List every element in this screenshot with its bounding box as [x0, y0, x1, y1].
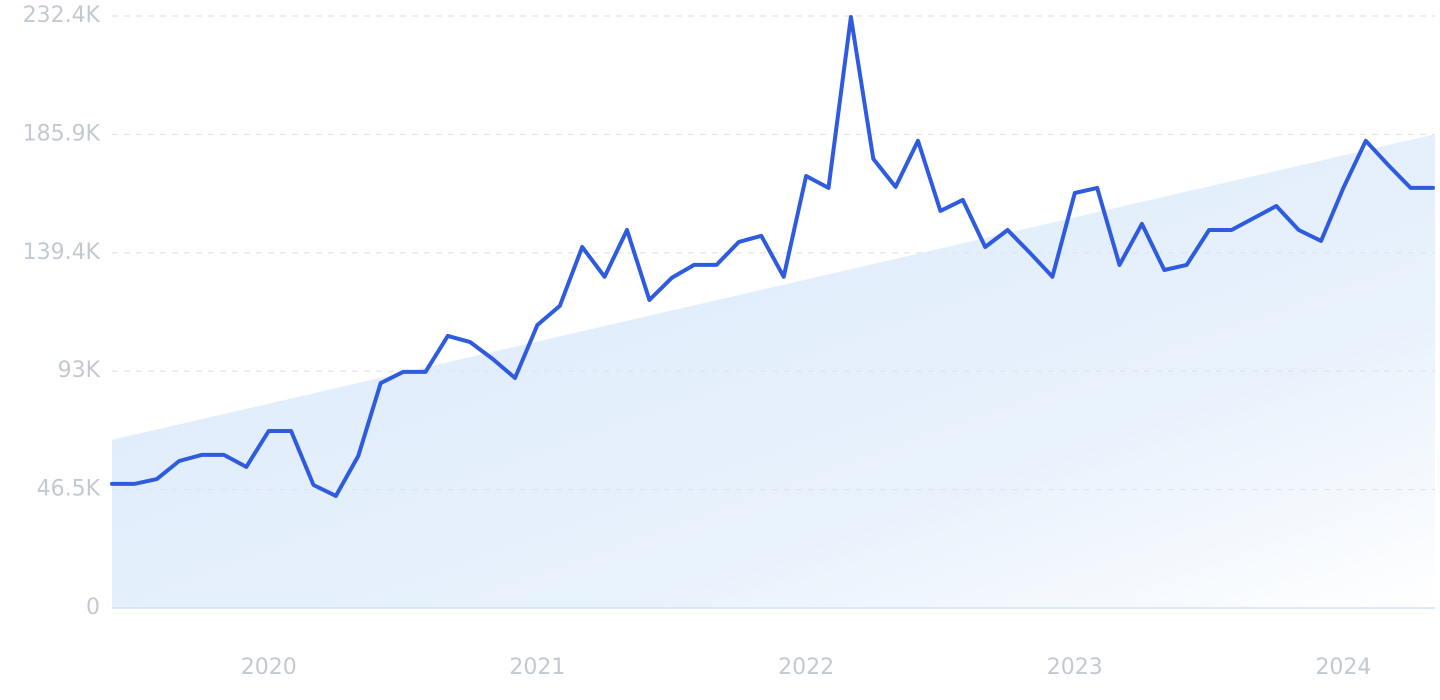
x-tick-label: 2024	[1315, 655, 1371, 680]
x-tick-label: 2023	[1047, 655, 1103, 680]
y-tick-label: 232.4K	[23, 3, 101, 28]
x-tick-label: 2021	[509, 655, 565, 680]
y-tick-label: 0	[86, 595, 100, 620]
y-tick-label: 185.9K	[23, 121, 101, 146]
x-tick-label: 2022	[778, 655, 834, 680]
y-tick-label: 46.5K	[37, 477, 101, 502]
x-tick-label: 2020	[241, 655, 297, 680]
y-tick-label: 139.4K	[23, 240, 101, 265]
y-tick-label: 93K	[58, 358, 101, 383]
data-line	[110, 15, 1435, 498]
